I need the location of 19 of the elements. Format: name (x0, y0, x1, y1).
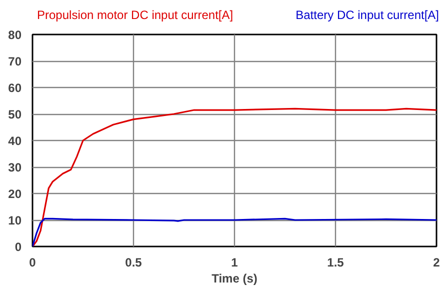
x-axis-title: Time (s) (212, 272, 258, 286)
y-tick-label: 50 (8, 108, 22, 122)
x-tick-label: 1 (231, 256, 238, 270)
text: Propulsion motor DC input current[A] (37, 8, 234, 22)
y-tick-label: 30 (8, 160, 22, 174)
y-tick-label: 60 (8, 81, 22, 95)
x-tick-label: 1.5 (327, 256, 344, 270)
text: Battery DC input current[A] (296, 8, 439, 22)
y-tick-label: 0 (14, 240, 22, 254)
x-tick-label: 2 (433, 256, 440, 270)
y-tick-label: 70 (8, 54, 22, 68)
x-tick-label: 0.5 (125, 256, 142, 270)
line-series (32, 218, 436, 246)
x-tick-label: 0 (29, 256, 36, 270)
line-series (32, 108, 436, 246)
y-tick-label: 80 (8, 28, 22, 42)
y-tick-label: 40 (8, 134, 22, 148)
y-tick-label: 10 (8, 214, 22, 228)
y-tick-label: 20 (8, 187, 22, 201)
